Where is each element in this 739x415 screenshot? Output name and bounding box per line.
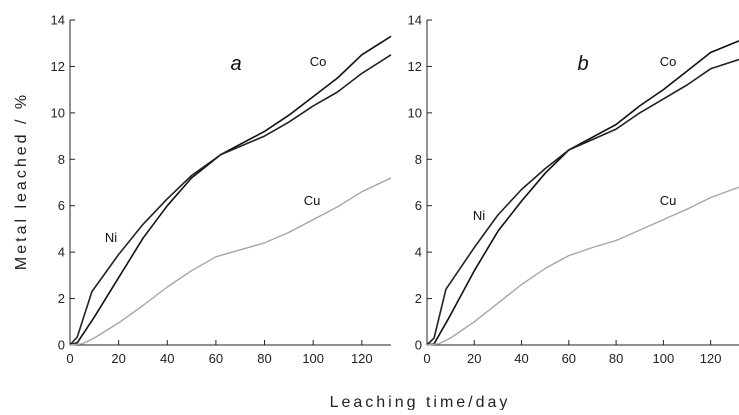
x-tick-label: 60 — [209, 351, 223, 366]
y-tick-label: 4 — [415, 245, 422, 260]
x-tick-label: 120 — [700, 351, 722, 366]
x-tick-label: 80 — [609, 351, 623, 366]
x-tick-label: 20 — [467, 351, 481, 366]
y-tick-label: 12 — [51, 59, 65, 74]
y-tick-label: 0 — [415, 338, 422, 353]
x-tick-label: 120 — [351, 351, 373, 366]
x-tick-label: 40 — [160, 351, 174, 366]
panel-letter: b — [577, 53, 588, 75]
x-axis-title: Leaching time/day — [330, 394, 511, 410]
y-tick-label: 14 — [408, 13, 422, 28]
y-tick-label: 14 — [51, 13, 65, 28]
y-tick-label: 10 — [51, 105, 65, 120]
panel-b: 0 2 4 6 8 10 12 14 0 20 40 60 80 100 120 Co Ni Cu b — [408, 13, 739, 366]
x-tick-label: 100 — [653, 351, 675, 366]
y-tick-label: 6 — [415, 198, 422, 213]
series-line-cu — [69, 177, 392, 346]
x-tick-label: 40 — [514, 351, 528, 366]
y-axis-title: Metal leached / % — [13, 92, 30, 270]
y-tick-label: 2 — [58, 291, 65, 306]
series-line-co — [426, 40, 739, 346]
series-line-cu — [426, 186, 739, 346]
series-line-co — [69, 35, 392, 346]
panel-a: 0 2 4 6 8 10 12 14 0 20 40 60 80 100 120 Co Ni Cu a — [51, 13, 392, 366]
x-tick-label: 60 — [562, 351, 576, 366]
series-line-ni — [69, 54, 392, 346]
y-tick-label: 6 — [58, 198, 65, 213]
y-tick-label: 12 — [408, 59, 422, 74]
y-tick-label: 10 — [408, 105, 422, 120]
series-label-ni: Ni — [105, 230, 117, 245]
series-label-co: Co — [660, 54, 677, 69]
series-label-cu: Cu — [304, 193, 321, 208]
panel-letter: a — [230, 53, 241, 75]
x-tick-label: 0 — [423, 351, 430, 366]
series-label-ni: Ni — [473, 208, 485, 223]
x-tick-label: 20 — [111, 351, 125, 366]
x-tick-label: 100 — [302, 351, 324, 366]
series-label-co: Co — [310, 54, 327, 69]
y-tick-label: 4 — [58, 245, 65, 260]
y-tick-label: 8 — [415, 152, 422, 167]
y-tick-label: 0 — [58, 338, 65, 353]
series-label-cu: Cu — [660, 193, 677, 208]
y-tick-label: 8 — [58, 152, 65, 167]
series-line-ni — [426, 58, 739, 346]
x-tick-label: 80 — [257, 351, 271, 366]
y-tick-label: 2 — [415, 291, 422, 306]
x-tick-label: 0 — [66, 351, 73, 366]
